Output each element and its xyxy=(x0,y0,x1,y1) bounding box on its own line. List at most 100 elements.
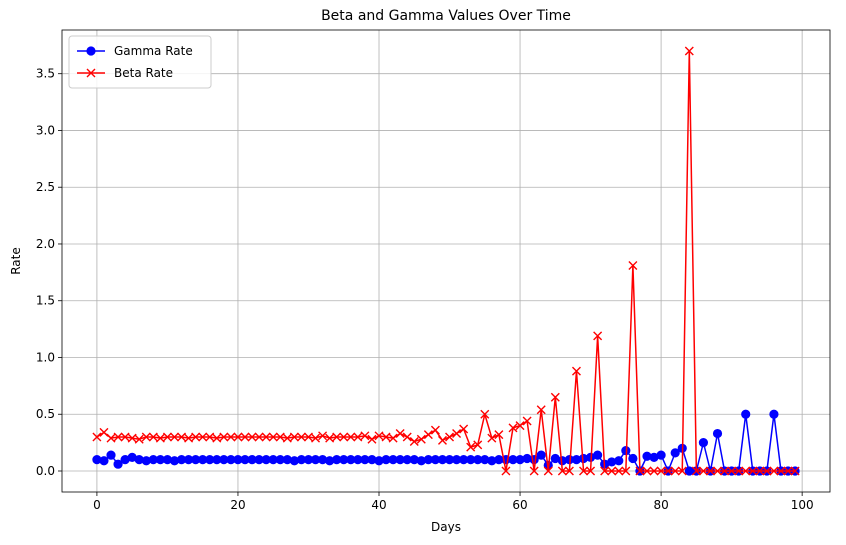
x-axis-title: Days xyxy=(431,520,461,534)
data-point xyxy=(579,466,589,476)
data-point xyxy=(776,466,786,476)
data-point xyxy=(550,392,560,402)
data-point xyxy=(564,466,574,476)
legend-item: Gamma Rate xyxy=(77,44,193,58)
data-point xyxy=(649,466,659,476)
data-point xyxy=(748,466,758,476)
data-point xyxy=(339,432,349,442)
series-layer xyxy=(92,46,800,476)
data-point xyxy=(402,432,412,442)
data-point xyxy=(106,433,116,443)
data-point xyxy=(515,421,525,431)
data-point xyxy=(311,433,321,443)
data-point xyxy=(296,432,306,442)
data-point xyxy=(600,466,610,476)
data-point xyxy=(318,431,328,441)
data-point xyxy=(593,331,603,341)
data-point xyxy=(148,432,158,442)
data-point xyxy=(374,431,384,441)
data-point xyxy=(790,466,800,476)
legend-marker xyxy=(86,46,96,56)
data-point xyxy=(628,453,638,464)
data-point xyxy=(247,432,257,442)
data-point xyxy=(395,429,405,439)
data-point xyxy=(487,433,497,443)
data-point xyxy=(360,431,370,441)
chart-title: Beta and Gamma Values Over Time xyxy=(321,8,571,24)
x-tick-label: 40 xyxy=(371,498,386,512)
data-point xyxy=(480,409,490,419)
data-point xyxy=(586,466,596,476)
data-point xyxy=(162,432,172,442)
legend-marker xyxy=(86,68,96,78)
data-point xyxy=(677,466,687,476)
data-point xyxy=(635,466,645,476)
data-point xyxy=(205,432,215,442)
data-point xyxy=(557,466,567,476)
data-point xyxy=(720,466,730,476)
data-point xyxy=(614,456,624,466)
data-point xyxy=(367,434,377,444)
data-point xyxy=(184,433,194,443)
data-point xyxy=(219,432,229,442)
data-point xyxy=(529,466,539,476)
data-point xyxy=(282,433,292,443)
data-point xyxy=(727,466,737,476)
data-point xyxy=(663,466,673,476)
data-point xyxy=(233,432,243,442)
data-point xyxy=(459,424,469,434)
data-point xyxy=(494,430,504,440)
data-point xyxy=(755,466,765,476)
data-point xyxy=(198,432,208,442)
y-axis: 0.0 0.5 1.0 1.5 2.0 2.5 3.0 3.5 xyxy=(36,67,62,478)
data-point xyxy=(437,435,447,445)
data-point xyxy=(430,425,440,435)
data-point xyxy=(698,466,708,476)
data-point xyxy=(240,432,250,442)
legend-box xyxy=(68,35,212,89)
data-point xyxy=(522,416,532,426)
data-point xyxy=(607,466,617,476)
y-tick-label: 1.5 xyxy=(36,294,55,308)
data-point xyxy=(416,434,426,444)
data-point xyxy=(99,427,109,437)
data-point xyxy=(508,423,518,433)
data-point xyxy=(289,432,299,442)
data-point xyxy=(705,466,715,476)
data-point xyxy=(762,466,772,476)
data-point xyxy=(177,432,187,442)
data-point xyxy=(571,366,581,376)
data-point xyxy=(543,466,553,476)
data-point xyxy=(473,440,483,450)
data-point xyxy=(332,432,342,442)
data-point xyxy=(536,405,546,415)
data-point xyxy=(388,433,398,443)
data-point xyxy=(346,432,356,442)
data-point xyxy=(99,456,109,466)
data-point xyxy=(353,432,363,442)
data-point xyxy=(113,459,123,469)
y-tick-label: 3.5 xyxy=(36,67,55,81)
data-point xyxy=(92,432,102,442)
data-point xyxy=(155,433,165,443)
data-point xyxy=(134,434,144,444)
x-tick-label: 80 xyxy=(653,498,668,512)
data-point xyxy=(261,432,271,442)
grid xyxy=(62,30,830,492)
data-point xyxy=(642,466,652,476)
data-point xyxy=(656,450,666,460)
x-tick-label: 60 xyxy=(512,498,527,512)
data-point xyxy=(268,432,278,442)
data-point xyxy=(741,466,751,476)
data-point xyxy=(254,432,264,442)
data-point xyxy=(275,432,285,442)
data-point xyxy=(614,466,624,476)
data-point xyxy=(445,432,455,442)
data-point xyxy=(628,261,638,271)
data-point xyxy=(191,432,201,442)
y-axis-title: Rate xyxy=(9,247,23,275)
y-tick-label: 1.0 xyxy=(36,350,55,364)
data-point xyxy=(713,466,723,476)
data-point xyxy=(303,432,313,442)
